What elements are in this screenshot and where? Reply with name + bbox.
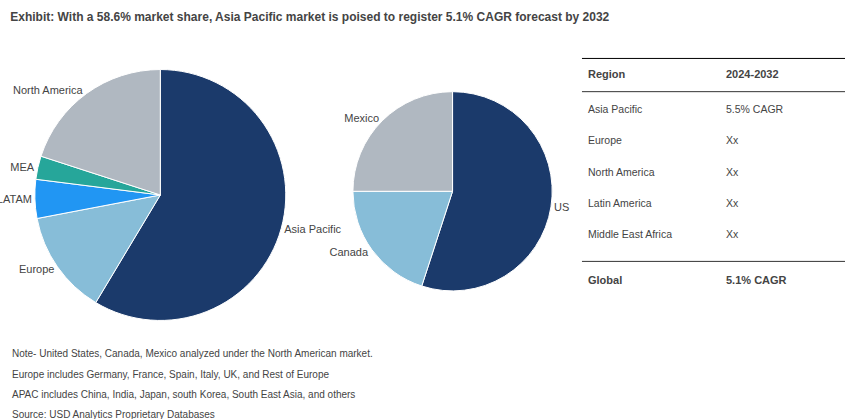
svg-text:Latin America: Latin America [588, 197, 652, 209]
svg-text:MEA: MEA [10, 161, 34, 173]
svg-text:Asia Pacific: Asia Pacific [284, 223, 341, 235]
svg-text:APAC includes China, India, Ja: APAC includes China, India, Japan, south… [12, 389, 355, 400]
svg-text:Canada: Canada [330, 246, 369, 258]
svg-text:Xx: Xx [726, 134, 739, 146]
svg-text:Europe: Europe [588, 134, 622, 146]
svg-text:North America: North America [13, 84, 84, 96]
svg-text:Middle East Africa: Middle East Africa [588, 228, 672, 240]
svg-text:US: US [554, 201, 569, 213]
svg-text:Source: USD Analytics Propriet: Source: USD Analytics Proprietary Databa… [12, 409, 215, 419]
svg-text:Xx: Xx [726, 228, 739, 240]
svg-text:Asia Pacific: Asia Pacific [588, 103, 642, 115]
svg-text:Europe includes Germany, Franc: Europe includes Germany, France, Spain, … [12, 369, 329, 380]
svg-text:Xx: Xx [726, 166, 739, 178]
svg-text:Mexico: Mexico [344, 112, 379, 124]
svg-text:Note- United States, Canada, M: Note- United States, Canada, Mexico anal… [12, 348, 373, 359]
svg-text:5.5% CAGR: 5.5% CAGR [726, 103, 784, 115]
svg-text:Xx: Xx [726, 197, 739, 209]
svg-text:5.1% CAGR: 5.1% CAGR [726, 274, 787, 286]
svg-text:2024-2032: 2024-2032 [726, 68, 779, 80]
svg-text:LATAM: LATAM [0, 193, 32, 205]
svg-text:Region: Region [588, 68, 626, 80]
svg-text:Europe: Europe [19, 263, 54, 275]
svg-text:North America: North America [588, 166, 655, 178]
svg-text:Exhibit: With a 58.6% market s: Exhibit: With a 58.6% market share, Asia… [10, 10, 609, 24]
svg-text:Global: Global [588, 274, 622, 286]
